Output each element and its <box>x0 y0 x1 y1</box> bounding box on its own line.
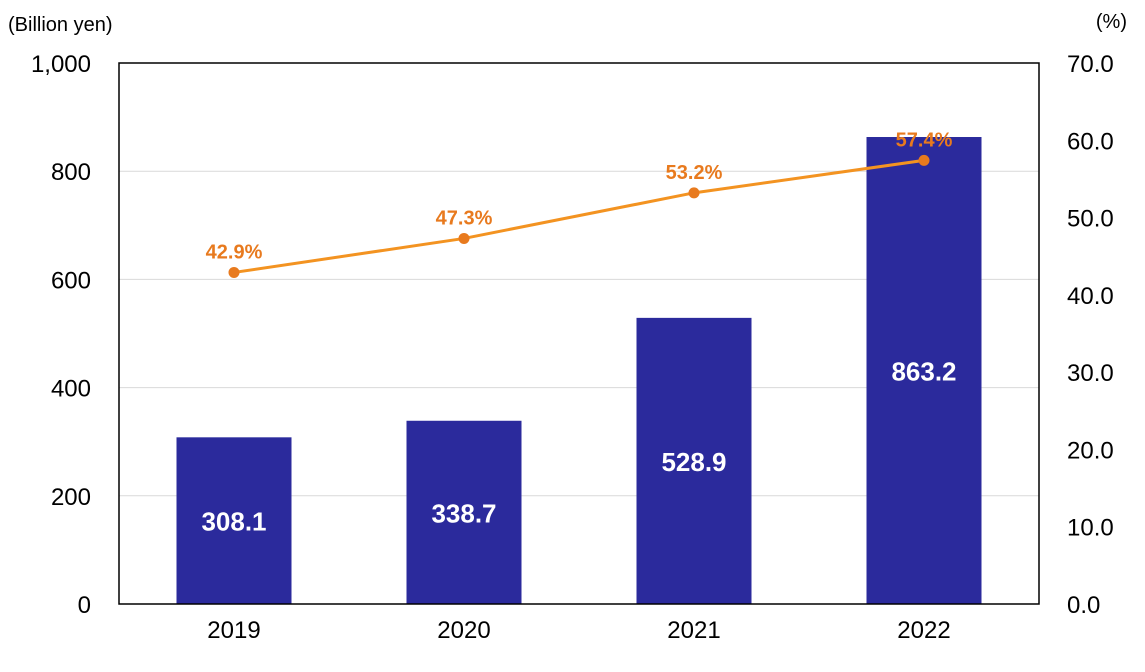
x-axis-tick-label: 2021 <box>667 617 720 644</box>
left-axis-tick-label: 400 <box>51 376 91 403</box>
left-axis-tick-label: 200 <box>51 484 91 511</box>
x-axis-tick-label: 2022 <box>897 617 950 644</box>
line-data-label: 42.9% <box>206 241 263 263</box>
right-axis-tick-label: 40.0 <box>1067 283 1114 310</box>
line-point <box>228 266 240 278</box>
left-axis-tick-label: 800 <box>51 159 91 186</box>
plot-frame <box>118 62 1040 605</box>
bar <box>866 137 982 605</box>
axes: 0 200 400 600 800 1,000 0.0 10.0 20.0 30.0 40.0 50.… <box>31 51 1114 644</box>
line-data-label: 53.2% <box>666 162 723 184</box>
x-axis-tick-label: 2019 <box>207 617 260 644</box>
right-axis-tick-label: 20.0 <box>1067 437 1114 464</box>
bar <box>636 317 752 604</box>
line-series: 42.9% 47.3% 53.2% 57.4% <box>206 129 953 278</box>
bar-data-label: 528.9 <box>661 447 726 477</box>
bar-data-label: 863.2 <box>891 357 956 387</box>
left-axis-unit: (Billion yen) <box>8 14 112 36</box>
bar-series: 308.1 338.7 528.9 863.2 <box>176 137 982 605</box>
bar <box>406 420 522 604</box>
right-axis-tick-label: 30.0 <box>1067 360 1114 387</box>
right-axis-tick-label: 10.0 <box>1067 515 1114 542</box>
line-path <box>233 158 925 274</box>
line-point <box>688 187 700 199</box>
right-axis-tick-label: 70.0 <box>1067 51 1114 78</box>
bar <box>176 437 292 604</box>
bar-data-label: 308.1 <box>201 507 266 537</box>
left-axis-tick-label: 1,000 <box>31 51 91 78</box>
right-axis-tick-label: 50.0 <box>1067 206 1114 233</box>
right-axis-unit: (%) <box>1096 11 1127 33</box>
bar-data-label: 338.7 <box>431 498 496 528</box>
right-axis-tick-label: 0.0 <box>1067 592 1100 619</box>
line-point <box>918 154 930 166</box>
line-point <box>458 232 470 244</box>
line-data-label: 57.4% <box>896 129 953 151</box>
left-axis-tick-label: 600 <box>51 267 91 294</box>
right-axis-tick-label: 60.0 <box>1067 128 1114 155</box>
left-axis-tick-label: 0 <box>78 592 91 619</box>
x-axis-tick-label: 2020 <box>437 617 490 644</box>
line-data-label: 47.3% <box>436 207 493 229</box>
